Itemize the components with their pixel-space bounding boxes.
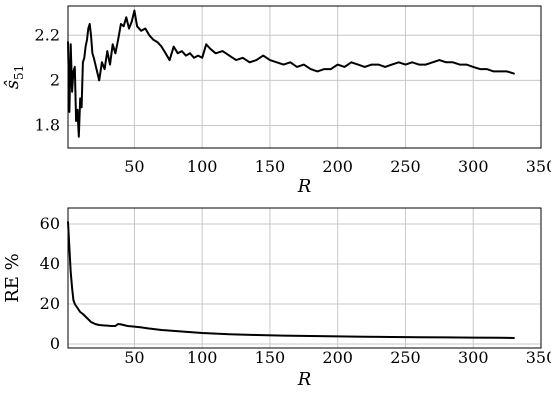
x-tick-label: 50 [124, 348, 144, 367]
y-tick-label: 2 [50, 70, 60, 89]
x-tick-label: 150 [255, 348, 286, 367]
series-line [67, 221, 515, 339]
x-tick-label: 150 [255, 157, 286, 176]
lower-plot: 50 100 150 200 250 300 350 0 20 40 60 R RE % [2, 207, 551, 390]
y-tick-label: 20 [40, 294, 60, 313]
x-tick-label: 50 [124, 157, 144, 176]
y-tick-label: 1.8 [35, 115, 60, 134]
x-axis-label: R [297, 176, 312, 197]
x-tick-label: 250 [390, 157, 421, 176]
y-tick-label: 2.2 [35, 25, 60, 44]
x-tick-label: 200 [322, 157, 353, 176]
x-tick-label: 300 [458, 348, 489, 367]
plot-frame [67, 207, 542, 349]
y-tick-label: 60 [40, 214, 60, 233]
x-tick-label: 100 [187, 157, 218, 176]
y-tick-label: 40 [40, 254, 60, 273]
x-tick-label: 250 [390, 348, 421, 367]
x-tick-label: 350 [526, 157, 551, 176]
y-axis-label: RE % [2, 253, 23, 303]
y-tick-label: 0 [50, 334, 60, 353]
x-axis-label: R [297, 369, 312, 390]
x-tick-label: 100 [187, 348, 218, 367]
x-tick-label: 300 [458, 157, 489, 176]
y-axis-label: ŝ51 [2, 65, 26, 90]
x-tick-label: 200 [322, 348, 353, 367]
series-line [67, 9, 515, 138]
x-tick-label: 350 [526, 348, 551, 367]
